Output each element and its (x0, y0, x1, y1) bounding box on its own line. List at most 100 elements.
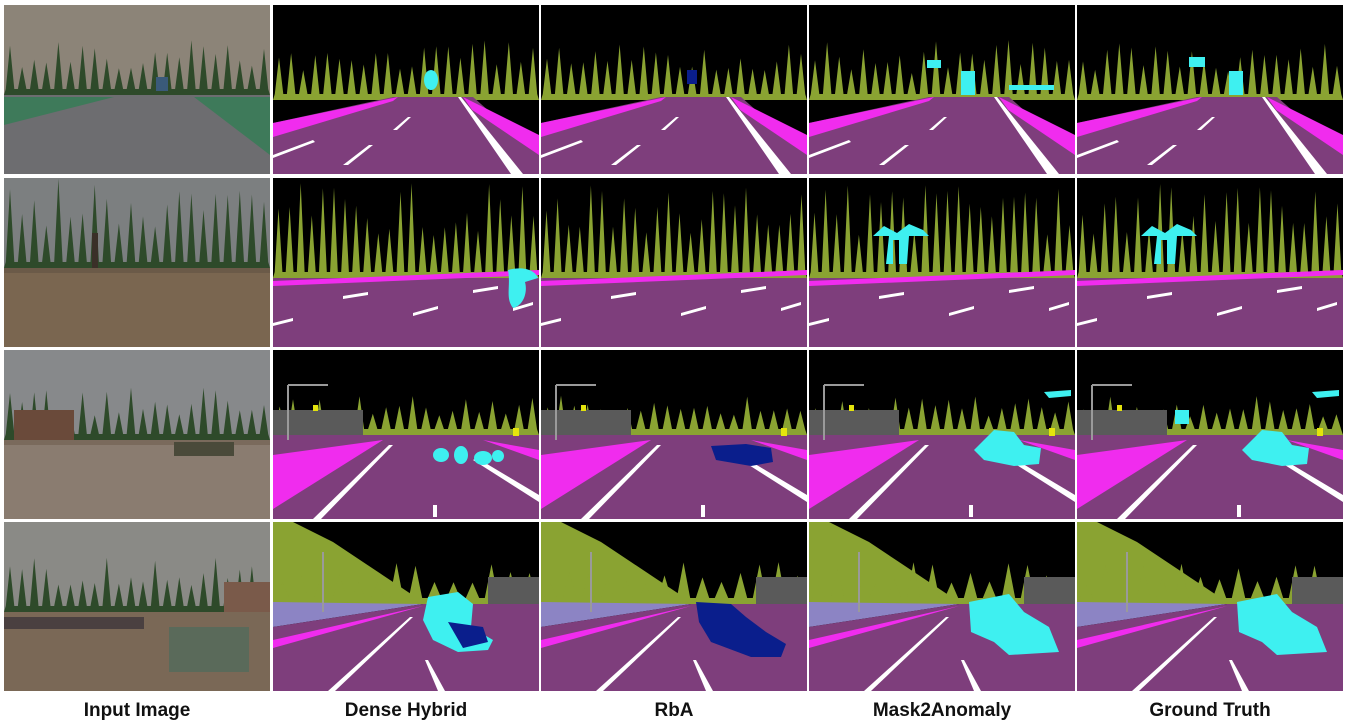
building-region (1024, 577, 1075, 605)
input-trees (4, 40, 270, 95)
panel-r4-densehybrid (273, 522, 539, 691)
building-region (756, 577, 807, 605)
lane-marking (849, 445, 929, 519)
vegetation-region (273, 183, 539, 278)
caption-rba: RbA (654, 700, 694, 721)
wall-region (273, 602, 423, 627)
lane-dash (393, 117, 411, 130)
input-building (224, 582, 270, 612)
panel-r1-rba (541, 5, 807, 174)
input-truck (156, 77, 168, 91)
lane-dash (741, 286, 766, 293)
sidewalk-region (273, 606, 423, 648)
column-captions: Input Image Dense Hybrid RbA Mask2Anomal… (0, 697, 1353, 724)
lane-marking (1117, 445, 1197, 519)
lane-dash (949, 306, 974, 316)
vegetation-region (541, 562, 807, 604)
lane-dash (809, 140, 851, 158)
anomaly-prediction (696, 602, 786, 657)
anomaly-prediction (687, 70, 697, 84)
lane-dash (693, 660, 713, 691)
traffic-sign (1317, 428, 1323, 436)
panel-r2-mask2anomaly (809, 178, 1075, 347)
vegetation-region (273, 522, 423, 602)
caption-mask2anomaly: Mask2Anomaly (872, 700, 1012, 721)
lane-marking (458, 97, 523, 174)
lane-dash (681, 306, 706, 316)
anomaly-ground-truth (1312, 390, 1339, 398)
lane-marking (1132, 617, 1217, 691)
panel-r2-gt (1077, 178, 1343, 347)
anomaly-ground-truth (1237, 594, 1327, 655)
sidewalk-right (1287, 440, 1343, 460)
lane-dash (961, 660, 981, 691)
panel-r1-mask2anomaly (809, 5, 1075, 174)
panel-r3-input (4, 350, 270, 519)
sidewalk-left (809, 440, 919, 509)
vegetation-region (541, 185, 807, 278)
lane-marking (596, 617, 681, 691)
lane-marking (581, 445, 661, 519)
vegetation-region (809, 562, 1075, 604)
sidewalk-region (1077, 606, 1227, 648)
vegetation-region (809, 522, 959, 602)
sidewalk-left (273, 440, 383, 509)
panel-r4-mask2anomaly (809, 522, 1075, 691)
wall-region (541, 602, 691, 627)
lane-dash (513, 302, 533, 311)
panel-r1-densehybrid (273, 5, 539, 174)
input-trees (4, 557, 270, 612)
lane-dash (1317, 302, 1337, 311)
anomaly-ground-truth (1189, 57, 1205, 67)
sidewalk-region (1077, 270, 1343, 286)
lane-dash (541, 140, 583, 158)
lane-dash (433, 505, 437, 517)
lane-dash (781, 302, 801, 311)
panel-r4-rba (541, 522, 807, 691)
lane-dash (969, 505, 973, 517)
caption-dense-hybrid: Dense Hybrid (344, 700, 468, 721)
lane-dash (273, 318, 293, 326)
sidewalk-left (1077, 97, 1202, 137)
sidewalk-right (751, 440, 807, 460)
input-trees (4, 178, 270, 268)
panel-r3-rba (541, 350, 807, 519)
anomaly-prediction (1044, 390, 1071, 398)
sidewalk-left (1077, 440, 1187, 509)
vegetation-region (1077, 184, 1343, 278)
sidewalk-region (809, 606, 959, 648)
anomaly-prediction (433, 448, 449, 462)
building-region (488, 577, 539, 605)
vegetation-region (809, 40, 1075, 100)
lane-dash (1077, 140, 1119, 158)
sidewalk-region (273, 270, 539, 286)
anomaly-ground-truth (1175, 410, 1189, 424)
panel-r3-densehybrid (273, 350, 539, 519)
input-wall (4, 617, 144, 629)
input-grass (4, 97, 114, 125)
sidewalk-region (541, 606, 691, 648)
anomaly-prediction (474, 451, 492, 465)
anomaly-prediction (969, 594, 1059, 655)
traffic-sign (781, 428, 787, 436)
traffic-sign (1049, 428, 1055, 436)
lane-dash (661, 117, 679, 130)
vegetation-region (1077, 563, 1343, 604)
lane-dash (473, 286, 498, 293)
lane-dash (879, 145, 909, 165)
panel-r3-gt (1077, 350, 1343, 519)
wall-region (809, 602, 959, 627)
building-region (1292, 577, 1343, 605)
lane-dash (343, 292, 368, 299)
lane-dash (1009, 286, 1034, 293)
panel-r1-gt (1077, 5, 1343, 174)
lane-dash (425, 660, 445, 691)
input-grass (194, 97, 270, 155)
lane-dash (1147, 145, 1177, 165)
lane-marking (313, 445, 393, 519)
lane-marking (1262, 97, 1327, 174)
lane-dash (343, 145, 373, 165)
sidewalk-region (809, 270, 1075, 286)
lane-dash (1077, 318, 1097, 326)
